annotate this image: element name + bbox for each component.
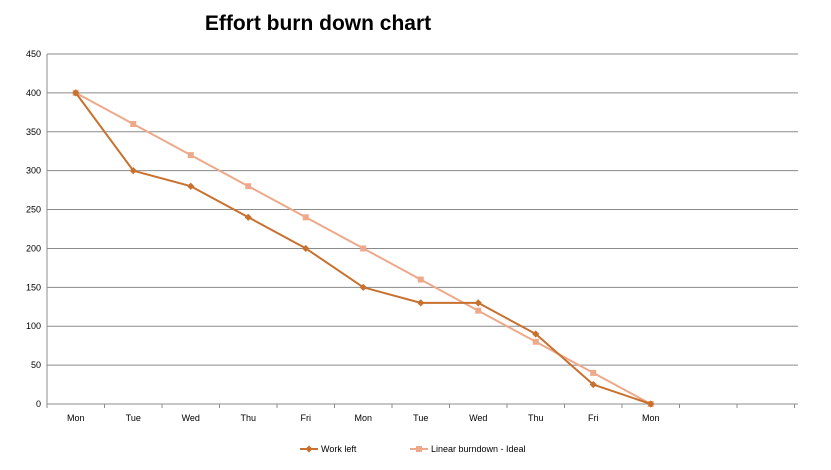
data-point-ideal: [245, 183, 252, 190]
data-point-work-left: [302, 244, 310, 253]
data-point-work-left: [129, 167, 137, 175]
data-point-ideal: [187, 152, 194, 159]
legend-label: Linear burndown - Ideal: [431, 444, 526, 454]
data-point-ideal: [532, 338, 539, 345]
y-tick-label: 300: [26, 166, 41, 176]
x-tick-label: Mon: [642, 413, 660, 423]
y-tick-label: 100: [26, 321, 41, 331]
data-point-ideal: [475, 307, 482, 314]
legend-label: Work left: [321, 444, 357, 454]
x-tick-label: Thu: [528, 413, 544, 423]
y-tick-label: 150: [26, 282, 41, 292]
x-tick-label: Mon: [354, 413, 372, 423]
x-tick-label: Thu: [240, 413, 256, 423]
x-tick-label: Wed: [182, 413, 200, 423]
x-tick-label: Mon: [67, 413, 85, 423]
x-tick-label: Tue: [413, 413, 428, 423]
y-tick-label: 50: [31, 360, 41, 370]
data-point-work-left: [474, 299, 482, 307]
x-tick-label: Tue: [126, 413, 141, 423]
data-point-ideal: [302, 214, 309, 221]
y-tick-label: 450: [26, 49, 41, 59]
x-tick-label: Fri: [588, 413, 599, 423]
legend-marker: [416, 446, 422, 452]
data-point-work-left: [532, 330, 540, 338]
chart-title: Effort burn down chart: [204, 12, 432, 35]
data-point-work-left: [72, 89, 80, 97]
y-tick-label: 0: [36, 399, 41, 409]
y-tick-label: 200: [26, 243, 41, 253]
data-point-work-left: [187, 182, 195, 190]
data-point-ideal: [417, 276, 424, 283]
x-tick-label: Wed: [469, 413, 487, 423]
data-point-work-left: [359, 283, 367, 291]
data-point-work-left: [589, 380, 597, 389]
data-point-work-left: [244, 213, 252, 221]
legend-marker: [305, 445, 313, 453]
y-tick-label: 400: [26, 88, 41, 98]
data-point-ideal: [590, 369, 597, 376]
y-tick-label: 250: [26, 205, 41, 215]
data-point-work-left: [647, 400, 655, 408]
y-tick-label: 350: [26, 127, 41, 137]
data-point-ideal: [360, 245, 367, 252]
data-point-work-left: [417, 299, 425, 307]
x-tick-label: Fri: [301, 413, 312, 423]
data-point-ideal: [130, 121, 137, 127]
